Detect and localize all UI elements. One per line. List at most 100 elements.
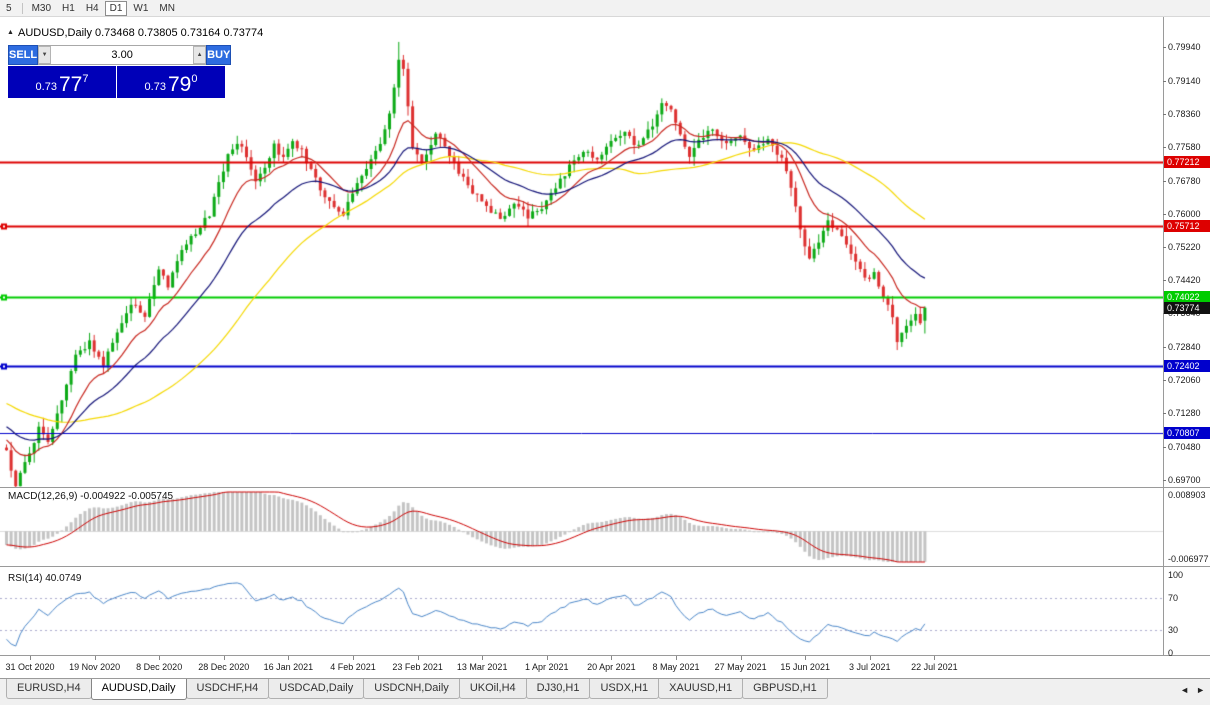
time-axis-tick <box>482 656 484 660</box>
price-level-tag: 0.70807 <box>1164 427 1210 440</box>
price-axis-label: 0.77580 <box>1168 141 1201 152</box>
sell-price-big-digits: 77 <box>58 73 83 96</box>
chart-tabs: EURUSD,H4 AUDUSD,Daily USDCHF,H4 USDCAD,Dai… <box>6 679 828 700</box>
timeframe-button-h4[interactable]: H4 <box>81 1 104 16</box>
timeframe-button-w1[interactable]: W1 <box>128 1 153 16</box>
price-axis-tick <box>1163 146 1166 148</box>
tab-scroll-right-icon[interactable]: ► <box>1196 685 1205 695</box>
tab-scroll-left-icon[interactable]: ◄ <box>1180 685 1190 695</box>
volume-input[interactable] <box>51 46 194 64</box>
rsi-indicator-label: RSI(14) 40.0749 <box>8 573 82 584</box>
chart-tab-bar: EURUSD,H4 AUDUSD,Daily USDCHF,H4 USDCAD,Dai… <box>0 678 1210 705</box>
price-axis[interactable]: 0.79940 0.79140 0.78360 0.77580 0.76780 0.760… <box>1163 17 1210 658</box>
time-axis-label: 8 Dec 2020 <box>136 662 183 672</box>
price-axis-label: 0.76780 <box>1168 175 1201 186</box>
price-axis-tick <box>1163 347 1166 349</box>
buy-price-big-digits: 79 <box>167 73 192 96</box>
price-axis-tick <box>1163 47 1166 48</box>
price-axis-label: 0.75220 <box>1168 241 1201 252</box>
sell-price-pip-digit: 7 <box>82 73 89 85</box>
time-axis-tick <box>934 656 936 660</box>
time-axis-label: 19 Nov 2020 <box>69 662 121 672</box>
trade-prices-row: 0.73 77 7 0.73 79 0 <box>8 66 225 98</box>
price-axis-label: 0.78360 <box>1168 108 1201 119</box>
toolbar-separator <box>21 2 23 14</box>
indicator-axis-label: -0.006977 <box>1168 554 1209 564</box>
indicator-axis-label: 100 <box>1168 570 1184 580</box>
time-axis-label: 8 May 2021 <box>652 662 700 672</box>
price-axis-tick <box>1163 313 1166 315</box>
time-axis-tick <box>94 656 96 660</box>
price-axis-border <box>1163 17 1164 656</box>
chart-tab-gbpusd-h1[interactable]: GBPUSD,H1 <box>742 679 828 699</box>
time-axis-label: 3 Jul 2021 <box>849 662 891 672</box>
chart-tab-ukoil-h4[interactable]: UKOil,H4 <box>458 679 527 699</box>
time-axis-label: 16 Jan 2021 <box>263 662 314 672</box>
chart-tab-usdcad-daily[interactable]: USDCAD,Daily <box>268 679 365 699</box>
timeframe-button-d1[interactable]: D1 <box>104 0 128 16</box>
time-axis-tick <box>805 656 807 660</box>
buy-price-display[interactable]: 0.73 79 0 <box>117 66 225 98</box>
price-axis-tick <box>1163 479 1166 481</box>
price-axis-tick <box>1163 180 1166 182</box>
sell-price-prefix: 0.73 <box>35 81 57 93</box>
price-axis-tick <box>1163 413 1166 415</box>
chart-tab-dj30-h1[interactable]: DJ30,H1 <box>525 679 591 699</box>
chart-tab-usdx-h1[interactable]: USDX,H1 <box>589 679 660 699</box>
indicator-axis-label: 0 <box>1168 648 1174 658</box>
time-axis-label: 27 May 2021 <box>714 662 767 672</box>
chart-tab-audusd-daily[interactable]: AUDUSD,Daily <box>90 679 187 700</box>
time-axis-tick <box>676 656 677 660</box>
chart-tab-eurusd-h4[interactable]: EURUSD,H4 <box>6 679 92 699</box>
volume-down-button[interactable]: ▼ <box>38 46 52 64</box>
time-axis-tick <box>353 656 354 660</box>
one-click-panel-collapse-icon[interactable]: ▲ <box>7 29 14 36</box>
time-axis-tick <box>417 656 419 660</box>
chart-window: 0.79940 0.79140 0.78360 0.77580 0.76780 0.760… <box>0 17 1210 678</box>
macd-indicator-label: MACD(12,26,9) -0.004922 -0.005745 <box>8 491 174 502</box>
price-axis-label: 0.70480 <box>1168 442 1201 453</box>
current-price-tag: 0.73774 <box>1164 301 1210 314</box>
rsi-indicator-canvas[interactable] <box>0 567 1163 655</box>
buy-button[interactable]: BUY <box>206 45 232 65</box>
timeframe-button-h1[interactable]: H1 <box>57 1 80 16</box>
price-axis-label: 0.72840 <box>1168 342 1201 353</box>
price-axis-tick <box>1163 380 1166 382</box>
buy-price-prefix: 0.73 <box>144 81 166 93</box>
timeframe-button-mn[interactable]: MN <box>154 1 180 16</box>
price-axis-tick <box>1163 80 1166 82</box>
time-axis-tick <box>611 656 613 660</box>
time-axis[interactable]: 31 Oct 2020 19 Nov 2020 8 Dec 2020 28 Dec 2… <box>0 656 1163 678</box>
price-axis-tick <box>1163 280 1166 282</box>
indicator-axis-label: 0.008903 <box>1168 490 1206 500</box>
timeframe-button-m30[interactable]: M30 <box>27 1 56 16</box>
macd-indicator-canvas[interactable] <box>0 488 1163 566</box>
sell-button[interactable]: SELL <box>8 45 39 65</box>
price-axis-label: 0.72060 <box>1168 375 1201 386</box>
time-axis-label: 1 Apr 2021 <box>525 662 569 672</box>
time-axis-label: 4 Feb 2021 <box>330 662 376 672</box>
chart-tab-usdcnh-daily[interactable]: USDCNH,Daily <box>363 679 460 699</box>
price-axis-label: 0.79140 <box>1168 75 1201 86</box>
price-level-tag: 0.72402 <box>1164 359 1210 372</box>
indicator-axis-label: 70 <box>1168 593 1179 604</box>
time-axis-tick <box>30 656 31 660</box>
time-axis-label: 31 Oct 2020 <box>5 662 55 672</box>
tab-scroll-controls: ◄ ► <box>1180 685 1205 695</box>
price-axis-tick <box>1163 113 1166 115</box>
price-axis-label: 0.74420 <box>1168 275 1201 286</box>
price-axis-tick <box>1163 213 1166 215</box>
chart-tab-xauusd-h1[interactable]: XAUUSD,H1 <box>658 679 744 699</box>
panel-divider[interactable] <box>0 655 1210 656</box>
time-axis-tick <box>740 656 742 660</box>
panel-divider[interactable] <box>0 487 1210 488</box>
panel-divider[interactable] <box>0 566 1210 567</box>
chart-tab-usdchf-h4[interactable]: USDCHF,H4 <box>185 679 270 699</box>
volume-up-button[interactable]: ▲ <box>193 46 207 64</box>
time-axis-tick <box>223 656 225 660</box>
price-axis-tick <box>1163 447 1166 449</box>
timeframe-button-5[interactable]: 5 <box>1 1 17 16</box>
sell-price-display[interactable]: 0.73 77 7 <box>8 66 116 98</box>
